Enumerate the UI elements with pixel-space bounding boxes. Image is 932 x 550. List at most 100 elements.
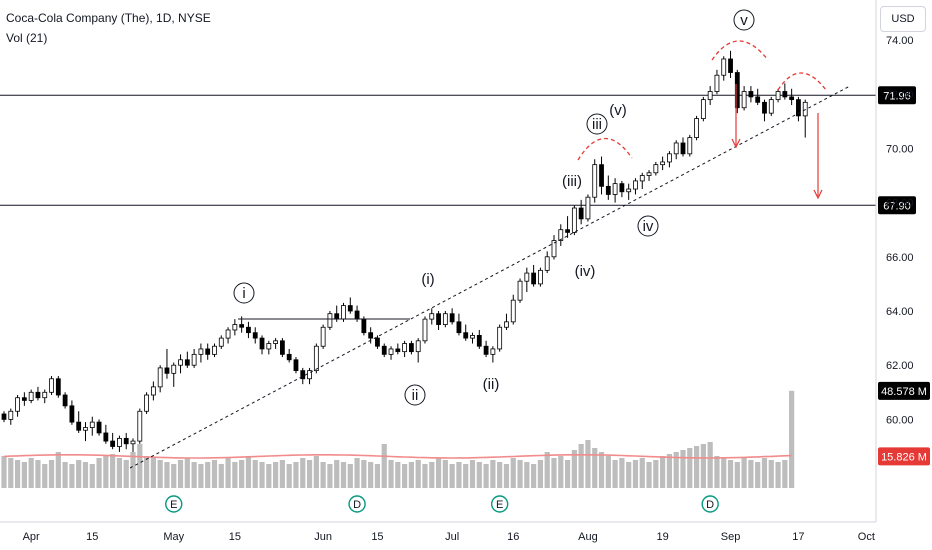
volume-bar [646, 462, 652, 488]
candle [612, 178, 618, 203]
volume-bar [463, 464, 469, 488]
top-arc-3 [777, 72, 827, 91]
volume-bar [435, 458, 442, 488]
candle-body [307, 370, 312, 380]
volume-tag-label: 48.578 M [881, 386, 927, 398]
volume-bar [143, 456, 150, 488]
wave-label: (i) [421, 271, 434, 288]
volume-bar [564, 460, 571, 488]
candle [252, 327, 258, 344]
candle [755, 88, 761, 106]
candle-body [802, 101, 808, 117]
candle-body [368, 332, 374, 339]
volume-bar [327, 464, 333, 488]
event-marker-circle [165, 495, 183, 513]
volume-bar [252, 460, 258, 488]
candle [375, 335, 380, 349]
candle [123, 432, 129, 450]
candle [69, 400, 75, 425]
volume-bar [266, 464, 272, 488]
candle [279, 338, 285, 358]
volume-bar [177, 460, 184, 488]
candle-body [748, 91, 754, 98]
candle-body [619, 183, 625, 193]
volume-bar [721, 458, 727, 488]
volume-bar [687, 448, 693, 488]
candle [246, 321, 251, 339]
volume-bar [422, 464, 428, 488]
volume-bar [110, 454, 116, 488]
volume-bar [361, 460, 367, 488]
volume-indicator-label[interactable]: Vol (21) [6, 31, 48, 45]
volume-bar [103, 456, 109, 488]
candle-body [768, 99, 774, 114]
volume-bar [89, 464, 95, 488]
currency-button[interactable]: USD [880, 6, 926, 32]
candle-body [395, 348, 401, 353]
volume-bar [789, 390, 795, 488]
wave-label: i [242, 285, 245, 302]
candle-body [796, 99, 801, 117]
volume-bar [14, 460, 21, 488]
volume-bar [449, 464, 455, 488]
candle [728, 50, 733, 78]
event-marker-letter: E [170, 499, 177, 511]
volume-bar [1, 456, 7, 488]
candle [497, 324, 503, 352]
y-tick-label: 64.00 [886, 306, 914, 318]
candle-body [341, 305, 346, 320]
volume-bar [782, 460, 788, 488]
candle [198, 343, 204, 363]
candle [89, 416, 95, 436]
event-marker-circle [490, 495, 509, 513]
volume-bar [693, 446, 700, 488]
volume-bar [374, 464, 381, 488]
candle-body [42, 391, 48, 399]
candle [144, 392, 149, 414]
candle [21, 392, 27, 406]
volume-bar [605, 456, 611, 488]
candle [531, 264, 537, 287]
wave-label: (ii) [483, 376, 500, 393]
candle-body [673, 142, 679, 155]
volume-bars [1, 390, 795, 488]
candle [76, 411, 82, 433]
candle [796, 96, 801, 122]
candle-body [205, 348, 211, 355]
event-marker[interactable]: E [165, 495, 183, 513]
candle-body [123, 437, 129, 445]
candle-body [225, 329, 231, 339]
candle [639, 172, 645, 190]
drop-arrow-1 [731, 84, 741, 149]
volume-bar [96, 458, 102, 488]
candle [422, 316, 428, 344]
event-marker[interactable]: D [701, 495, 719, 513]
candle [571, 205, 577, 236]
event-marker[interactable]: D [348, 495, 366, 513]
volume-bar [55, 452, 61, 488]
volume-bar [429, 462, 435, 488]
candle-body [544, 256, 550, 271]
candle-body [246, 326, 251, 334]
volume-bar [35, 460, 41, 488]
candle [381, 343, 387, 358]
volume-bar [707, 442, 713, 488]
event-marker[interactable]: E [490, 495, 509, 513]
candle [619, 180, 625, 198]
candle-body [354, 310, 360, 320]
volume-ma-tag-label: 15.826 M [881, 451, 927, 463]
candle [524, 267, 530, 293]
volume-bar [28, 458, 34, 488]
volume-bar [660, 456, 666, 488]
volume-bar [666, 454, 673, 488]
volume-bar [653, 460, 659, 488]
candle-body [157, 367, 163, 388]
candle [605, 175, 611, 200]
volume-bar [259, 462, 265, 488]
candle [347, 297, 353, 314]
candle-body [782, 91, 788, 98]
y-tick-label: 62.00 [886, 360, 914, 372]
volume-bar [150, 458, 156, 488]
